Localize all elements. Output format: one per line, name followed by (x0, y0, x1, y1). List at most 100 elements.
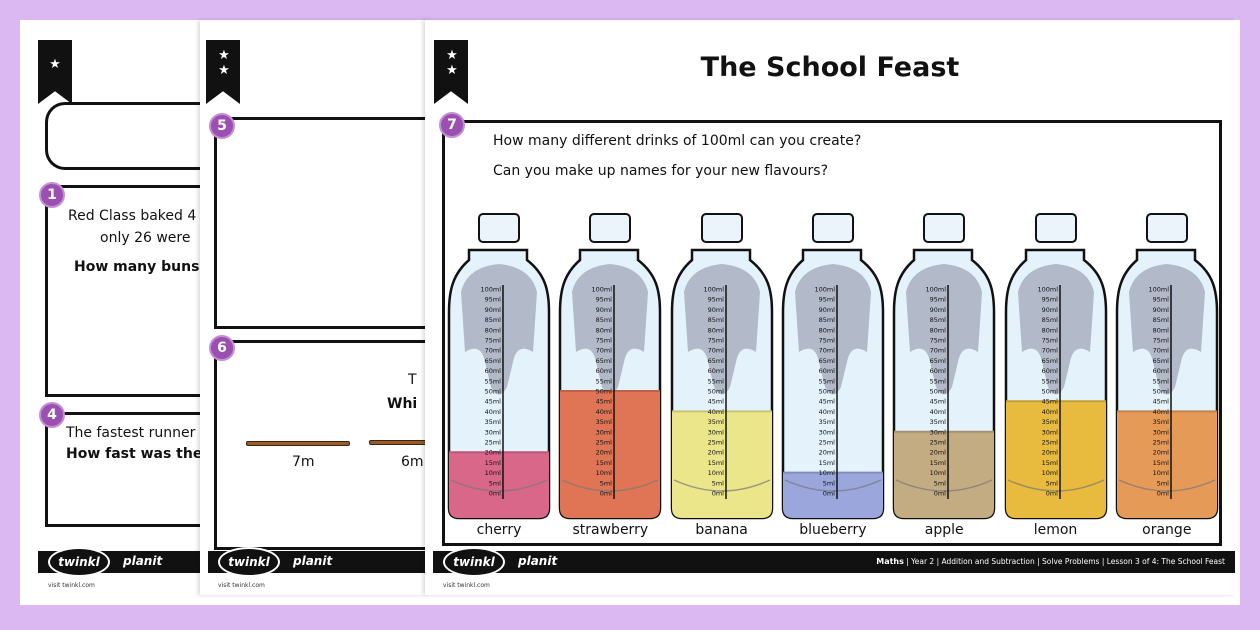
visit-text: visit twinkl.com (48, 582, 95, 589)
scale-tick-label: 10ml (930, 469, 947, 477)
scale-tick-label: 45ml (818, 398, 835, 406)
twinkl-logo: twinkl (443, 547, 505, 577)
visit-text: visit twinkl.com (218, 582, 265, 589)
scale-tick-label: 75ml (707, 337, 724, 345)
scale-tick-label: 45ml (707, 398, 724, 406)
breadcrumb-path: | Year 2 | Addition and Subtraction | So… (903, 557, 1225, 566)
scale-tick-label: 15ml (1152, 459, 1169, 467)
scale-tick-label: 95ml (596, 296, 613, 304)
liquid-fill (560, 391, 661, 518)
scale-tick-label: 100ml (814, 286, 835, 294)
scale-tick-label: 15ml (930, 459, 947, 467)
bottle-label: banana (695, 522, 748, 538)
question-text: Can you make up names for your new flavo… (493, 163, 829, 179)
bottle-base-curve (1007, 479, 1104, 492)
scale-tick-label: 100ml (1037, 286, 1058, 294)
bottle-cap (1034, 213, 1077, 243)
scale-tick-label: 100ml (926, 286, 947, 294)
question-number-badge: 5 (209, 113, 235, 139)
scale-tick-label: 5ml (823, 479, 835, 487)
star-icon: ★ (49, 57, 61, 72)
bottle-lemon: 0ml 5ml 10ml 15ml 20ml 25ml 30ml 35ml 40ml 45ml 50… (1004, 213, 1107, 520)
scale-tick-label: 55ml (818, 377, 835, 385)
scale-tick-label: 25ml (1152, 439, 1169, 447)
liquid-fill (782, 472, 883, 518)
scale-tick-label: 5ml (1157, 479, 1169, 487)
scale-tick-label: 90ml (1152, 306, 1169, 314)
scale-tick-label: 75ml (818, 337, 835, 345)
scale-tick-label: 15ml (485, 459, 502, 467)
scale-tick-label: 0ml (823, 490, 835, 498)
scale-tick-label: 60ml (1041, 367, 1058, 375)
scale-tick-label: 75ml (1152, 337, 1169, 345)
scale-tick-label: 100ml (592, 286, 613, 294)
scale-tick-label: 50ml (930, 388, 947, 396)
question-number-badge: 6 (209, 335, 235, 361)
scale-tick-label: 65ml (596, 357, 613, 365)
scale-tick-label: 100ml (480, 286, 501, 294)
scale-tick-label: 40ml (1152, 408, 1169, 416)
scale-tick-label: 55ml (596, 377, 613, 385)
scale-tick-label: 65ml (707, 357, 724, 365)
scale-tick-label: 85ml (596, 316, 613, 324)
scale-tick-label: 75ml (485, 337, 502, 345)
bottle-label: strawberry (572, 522, 649, 538)
scale-tick-label: 95ml (707, 296, 724, 304)
scale-tick-label: 30ml (485, 428, 502, 436)
scale-tick-label: 70ml (596, 347, 613, 355)
question-prompt: How fast was the (66, 446, 203, 462)
scale-tick-label: 10ml (485, 469, 502, 477)
bottle-label: blueberry (799, 522, 867, 538)
bottle-base-curve (784, 479, 882, 492)
question-4-box (45, 412, 210, 527)
scale-tick-label: 35ml (1041, 418, 1058, 426)
scale-tick-label: 40ml (596, 408, 613, 416)
bottle-base-curve (895, 479, 993, 492)
breadcrumb: Maths | Year 2 | Addition and Subtractio… (876, 557, 1225, 566)
scale-tick-label: 45ml (485, 398, 502, 406)
scale-tick-label: 70ml (707, 347, 724, 355)
scale-tick-label: 45ml (1152, 398, 1169, 406)
scale-tick-label: 45ml (596, 398, 613, 406)
twinkl-logo: twinkl (218, 547, 280, 577)
scale-tick-label: 100ml (703, 286, 724, 294)
star-ribbon: ★ (38, 40, 72, 104)
stars-icon: ★★ (218, 48, 230, 78)
footer-bar: twinkl planit Maths | Year 2 | Addition … (433, 547, 1235, 577)
liquid-fill (1116, 411, 1217, 518)
scale-tick-label: 0ml (489, 490, 501, 498)
bottle-base-curve (561, 479, 659, 492)
scale-tick-label: 60ml (818, 367, 835, 375)
liquid-fill (894, 431, 995, 518)
scale-tick-label: 50ml (1152, 388, 1169, 396)
scale-tick-label: 70ml (1041, 347, 1058, 355)
scale-tick-label: 35ml (485, 418, 502, 426)
scale-tick-label: 20ml (707, 449, 724, 457)
scale-tick-label: 55ml (930, 377, 947, 385)
scale-tick-label: 85ml (930, 316, 947, 324)
question-7-box (442, 120, 1222, 546)
scale-tick-label: 85ml (1152, 316, 1169, 324)
question-text: How many different drinks of 100ml can y… (493, 133, 862, 149)
question-number-badge: 1 (39, 182, 65, 208)
bottle-reflection (683, 264, 760, 395)
scale-tick-label: 80ml (818, 326, 835, 334)
scale-tick-label: 10ml (596, 469, 613, 477)
scale-tick-label: 20ml (930, 449, 947, 457)
bottle-reflection (1017, 264, 1094, 395)
stick-7m (246, 441, 350, 446)
liquid-fill (671, 411, 772, 518)
scale-tick-label: 25ml (596, 439, 613, 447)
scale-tick-label: 5ml (1045, 479, 1057, 487)
question-number-badge: 7 (439, 112, 465, 138)
worksheet-page-2: ★★ 5 6 T Whi 7m 6m twinkl planit visit t… (200, 20, 430, 595)
scale-tick-label: 30ml (707, 428, 724, 436)
bottle-cap (700, 213, 743, 243)
bottle-reflection (572, 264, 649, 395)
page-title: The School Feast (700, 52, 960, 83)
question-5-box (214, 117, 430, 329)
scale-tick-label: 45ml (930, 398, 947, 406)
bottle-cap (923, 213, 966, 243)
scale-tick-label: 20ml (818, 449, 835, 457)
scale-tick-label: 75ml (596, 337, 613, 345)
